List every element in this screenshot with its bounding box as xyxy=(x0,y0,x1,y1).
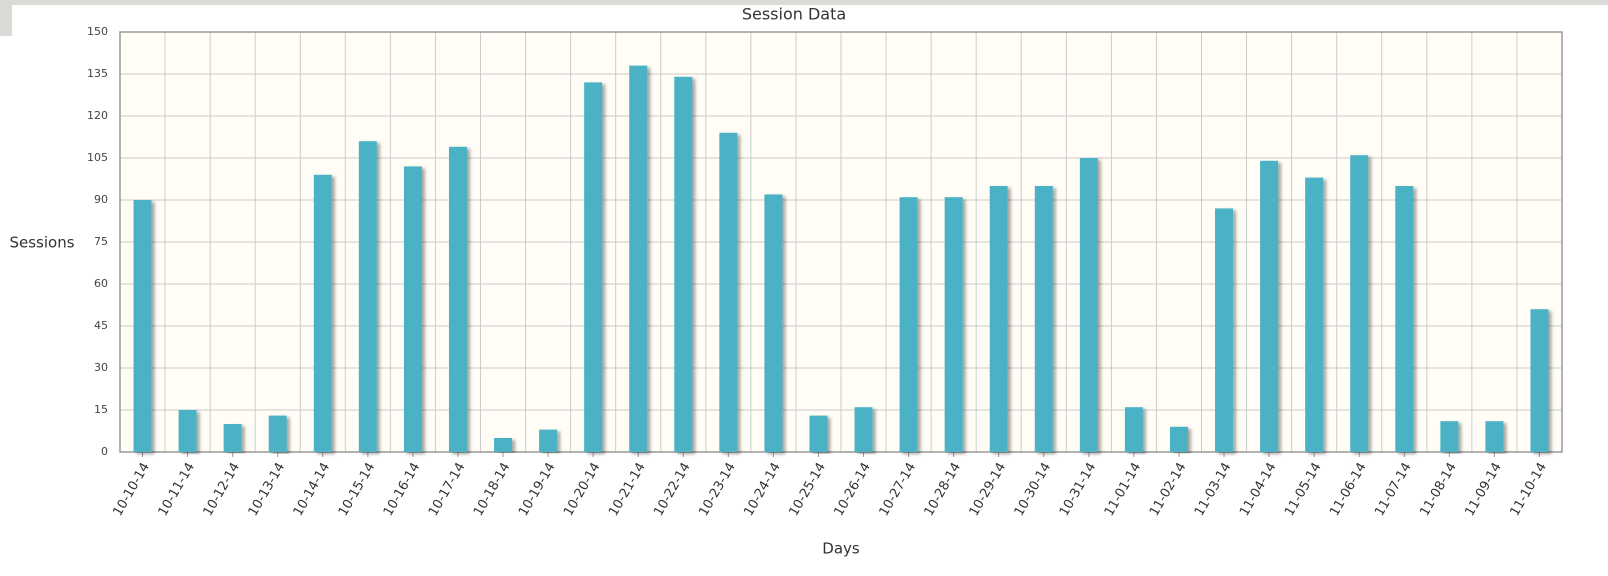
x-tick-label: 10-25-14 xyxy=(786,460,828,519)
bar xyxy=(854,407,873,452)
x-tick-label: 10-23-14 xyxy=(696,460,738,519)
y-tick-label: 105 xyxy=(87,151,108,164)
x-tick-label: 11-04-14 xyxy=(1237,460,1279,519)
bar xyxy=(1305,177,1324,452)
plot-border xyxy=(119,31,1563,453)
bar xyxy=(133,200,152,452)
top-strip xyxy=(0,0,1608,5)
bar xyxy=(358,141,377,452)
x-tick-label: 10-17-14 xyxy=(426,460,468,519)
x-tick-label: 10-14-14 xyxy=(291,460,333,519)
bar xyxy=(1215,208,1234,452)
bar xyxy=(809,415,828,452)
bar xyxy=(403,166,422,452)
corner-box xyxy=(0,0,12,36)
y-tick-label: 75 xyxy=(94,235,108,248)
x-tick-label: 10-26-14 xyxy=(832,460,874,519)
bar xyxy=(448,146,467,453)
y-tick-label: 120 xyxy=(87,109,108,122)
bar xyxy=(494,438,513,452)
x-tick-label: 10-24-14 xyxy=(741,460,783,519)
x-tick-label: 10-27-14 xyxy=(877,460,919,519)
y-tick-label: 90 xyxy=(94,193,108,206)
x-tick-label: 10-29-14 xyxy=(967,460,1009,519)
bar xyxy=(1530,309,1549,452)
x-axis-label: Days xyxy=(822,540,860,558)
bar xyxy=(1124,407,1143,452)
bar xyxy=(629,65,648,452)
bar xyxy=(764,194,783,452)
chart-title: Session Data xyxy=(742,5,846,24)
x-tick-label: 10-30-14 xyxy=(1012,460,1054,519)
bar xyxy=(1395,186,1414,452)
bar xyxy=(584,82,603,453)
x-tick-label: 10-21-14 xyxy=(606,460,648,519)
bar xyxy=(989,186,1008,452)
y-tick-label: 45 xyxy=(94,319,108,332)
x-tick-label: 10-19-14 xyxy=(516,460,558,519)
bar xyxy=(944,197,963,452)
bar xyxy=(1260,160,1279,453)
y-tick-label: 60 xyxy=(94,277,108,290)
x-tick-label: 11-07-14 xyxy=(1372,460,1414,519)
y-tick-label: 0 xyxy=(101,445,108,458)
bar xyxy=(1169,426,1188,452)
x-tick-label: 10-11-14 xyxy=(156,460,198,519)
y-tick-label: 30 xyxy=(94,361,108,374)
y-axis-label: Sessions xyxy=(9,234,74,252)
bar xyxy=(539,429,558,452)
bar xyxy=(223,424,242,452)
bar xyxy=(899,197,918,452)
bar xyxy=(1079,158,1098,452)
x-tick-label: 11-10-14 xyxy=(1507,460,1549,519)
x-tick-label: 11-02-14 xyxy=(1147,460,1189,519)
x-tick-label: 11-03-14 xyxy=(1192,460,1234,519)
bar xyxy=(268,415,287,452)
x-tick-label: 10-28-14 xyxy=(922,460,964,519)
x-tick-label: 10-18-14 xyxy=(471,460,513,519)
y-tick-label: 135 xyxy=(87,67,108,80)
bar xyxy=(719,132,738,453)
bar xyxy=(313,174,332,453)
bar xyxy=(674,76,693,453)
x-tick-label: 11-06-14 xyxy=(1327,460,1369,519)
bar xyxy=(1440,421,1459,452)
x-tick-label: 10-22-14 xyxy=(651,460,693,519)
bar xyxy=(1034,186,1053,452)
x-tick-label: 10-15-14 xyxy=(336,460,378,519)
x-tick-label: 11-08-14 xyxy=(1417,460,1459,519)
y-tick-label: 150 xyxy=(87,25,108,38)
bar xyxy=(1350,155,1369,452)
bar xyxy=(1485,421,1504,452)
x-tick-label: 11-05-14 xyxy=(1282,460,1324,519)
x-tick-label: 10-12-14 xyxy=(201,460,243,519)
x-tick-label: 11-09-14 xyxy=(1462,460,1504,519)
x-tick-label: 10-31-14 xyxy=(1057,460,1099,519)
y-tick-label: 15 xyxy=(94,403,108,416)
x-tick-label: 10-20-14 xyxy=(561,460,603,519)
x-tick-label: 10-16-14 xyxy=(381,460,423,519)
x-tick-label: 10-13-14 xyxy=(246,460,288,519)
bar xyxy=(178,410,197,452)
x-tick-label: 10-10-14 xyxy=(111,460,153,519)
x-tick-label: 11-01-14 xyxy=(1102,460,1144,519)
